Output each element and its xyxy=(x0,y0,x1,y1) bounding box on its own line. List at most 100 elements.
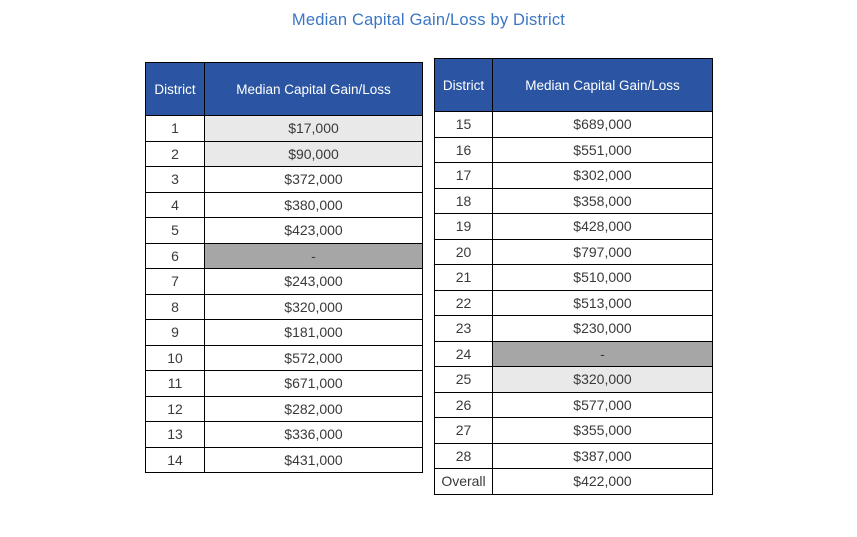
value-cell: $336,000 xyxy=(204,421,423,448)
district-cell: 25 xyxy=(434,366,493,393)
district-cell: 23 xyxy=(434,315,493,342)
table-row: 12 $282,000 xyxy=(145,395,423,422)
district-column-header: District xyxy=(145,62,205,116)
value-cell: $510,000 xyxy=(492,264,713,291)
district-cell: 19 xyxy=(434,213,493,240)
table-row: 5 $423,000 xyxy=(145,217,423,244)
value-cell: $320,000 xyxy=(204,293,423,320)
table-row: 28 $387,000 xyxy=(434,442,713,469)
header-row: District Median Capital Gain/Loss xyxy=(434,58,713,112)
table-row: 4 $380,000 xyxy=(145,191,423,218)
district-cell: 28 xyxy=(434,442,493,469)
district-cell: 21 xyxy=(434,264,493,291)
table-body: 1 $17,000 2 $90,000 3 $372,000 4 $380,000 5 $423,… xyxy=(145,115,423,473)
value-cell: $387,000 xyxy=(492,442,713,469)
table-header: District Median Capital Gain/Loss xyxy=(434,58,713,112)
table-row: 11 $671,000 xyxy=(145,370,423,397)
district-cell: 16 xyxy=(434,136,493,163)
district-cell: 22 xyxy=(434,289,493,316)
district-cell: 3 xyxy=(145,166,205,193)
district-cell: 4 xyxy=(145,191,205,218)
value-cell: $797,000 xyxy=(492,238,713,265)
value-cell: $320,000 xyxy=(492,366,713,393)
table-row: 25 $320,000 xyxy=(434,366,713,393)
value-cell: $282,000 xyxy=(204,395,423,422)
district-cell: 13 xyxy=(145,421,205,448)
district-cell: 17 xyxy=(434,162,493,189)
table-row: 19 $428,000 xyxy=(434,213,713,240)
table-row: 20 $797,000 xyxy=(434,238,713,265)
value-cell: - xyxy=(204,242,423,269)
district-cell: 20 xyxy=(434,238,493,265)
value-cell: $380,000 xyxy=(204,191,423,218)
page-title: Median Capital Gain/Loss by District xyxy=(291,11,566,29)
district-cell: 18 xyxy=(434,187,493,214)
table-row: Overall $422,000 xyxy=(434,468,713,495)
table-row: 23 $230,000 xyxy=(434,315,713,342)
table-row: 6- xyxy=(145,242,423,269)
value-cell: $671,000 xyxy=(204,370,423,397)
district-table-right: District Median Capital Gain/Loss 15 $689… xyxy=(434,58,713,495)
value-cell: $243,000 xyxy=(204,268,423,295)
table-header: District Median Capital Gain/Loss xyxy=(145,62,423,116)
table-row: 17 $302,000 xyxy=(434,162,713,189)
value-cell: $372,000 xyxy=(204,166,423,193)
value-cell: $90,000 xyxy=(204,140,423,167)
district-cell: 9 xyxy=(145,319,205,346)
district-cell: 5 xyxy=(145,217,205,244)
table-body: 15 $689,000 16 $551,000 17 $302,000 18 $358,000… xyxy=(434,111,713,495)
table-row: 14 $431,000 xyxy=(145,446,423,473)
table-row: 15 $689,000 xyxy=(434,111,713,138)
district-cell: Overall xyxy=(434,468,493,495)
value-cell: $577,000 xyxy=(492,391,713,418)
table-row: 22 $513,000 xyxy=(434,289,713,316)
district-cell: 15 xyxy=(434,111,493,138)
value-cell: $355,000 xyxy=(492,417,713,444)
table-row: 16 $551,000 xyxy=(434,136,713,163)
district-column-header: District xyxy=(434,58,493,112)
value-cell: $431,000 xyxy=(204,446,423,473)
table-row: 10 $572,000 xyxy=(145,344,423,371)
table-row: 9 $181,000 xyxy=(145,319,423,346)
table-row: 27 $355,000 xyxy=(434,417,713,444)
district-cell: 10 xyxy=(145,344,205,371)
table-row: 24- xyxy=(434,340,713,367)
table-row: 13 $336,000 xyxy=(145,421,423,448)
district-cell: 8 xyxy=(145,293,205,320)
value-column-header: Median Capital Gain/Loss xyxy=(492,58,713,112)
value-cell: $689,000 xyxy=(492,111,713,138)
table-row: 7 $243,000 xyxy=(145,268,423,295)
district-cell: 24 xyxy=(434,340,493,367)
district-cell: 12 xyxy=(145,395,205,422)
table-row: 21 $510,000 xyxy=(434,264,713,291)
table-row: 1 $17,000 xyxy=(145,115,423,142)
table-row: 8 $320,000 xyxy=(145,293,423,320)
value-cell: $572,000 xyxy=(204,344,423,371)
district-cell: 1 xyxy=(145,115,205,142)
value-cell: $181,000 xyxy=(204,319,423,346)
district-cell: 14 xyxy=(145,446,205,473)
value-cell: $358,000 xyxy=(492,187,713,214)
district-cell: 26 xyxy=(434,391,493,418)
value-cell: $428,000 xyxy=(492,213,713,240)
value-column-header: Median Capital Gain/Loss xyxy=(204,62,423,116)
value-cell: $302,000 xyxy=(492,162,713,189)
table-row: 2 $90,000 xyxy=(145,140,423,167)
district-cell: 2 xyxy=(145,140,205,167)
value-cell: - xyxy=(492,340,713,367)
value-cell: $422,000 xyxy=(492,468,713,495)
value-cell: $17,000 xyxy=(204,115,423,142)
value-cell: $423,000 xyxy=(204,217,423,244)
header-row: District Median Capital Gain/Loss xyxy=(145,62,423,116)
district-table-left: District Median Capital Gain/Loss 1 $17,0… xyxy=(145,62,423,473)
table-row: 3 $372,000 xyxy=(145,166,423,193)
value-cell: $513,000 xyxy=(492,289,713,316)
table-row: 18 $358,000 xyxy=(434,187,713,214)
district-cell: 11 xyxy=(145,370,205,397)
district-cell: 6 xyxy=(145,242,205,269)
district-cell: 7 xyxy=(145,268,205,295)
district-cell: 27 xyxy=(434,417,493,444)
value-cell: $551,000 xyxy=(492,136,713,163)
value-cell: $230,000 xyxy=(492,315,713,342)
